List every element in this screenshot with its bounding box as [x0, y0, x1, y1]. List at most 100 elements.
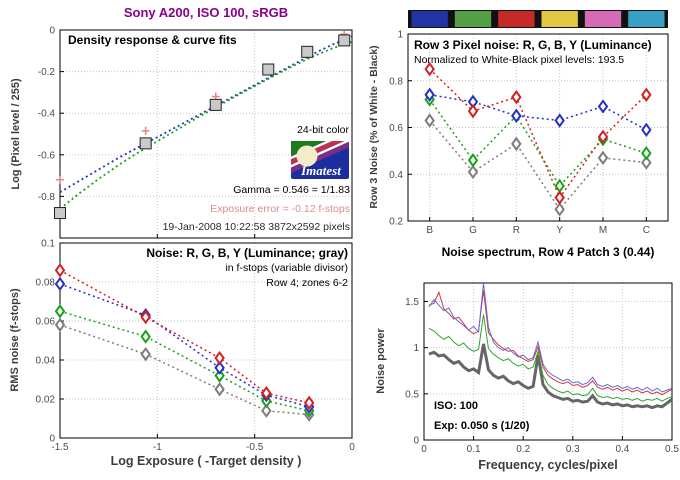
- row3-panel-subtitle: Normalized to White-Black pixel levels: …: [414, 54, 625, 66]
- x-tick-label: -1: [153, 442, 162, 453]
- diamond-marker: [214, 368, 225, 383]
- x-tick-label: G: [469, 225, 477, 236]
- series-blue: [428, 282, 673, 393]
- plot-border: [423, 282, 673, 441]
- y-tick-label: 0.1: [41, 239, 55, 250]
- x-tick-label: C: [643, 225, 650, 236]
- x-tick-label: -0.5: [246, 442, 264, 453]
- series-R: [59, 269, 310, 404]
- plus-marker: [56, 175, 64, 184]
- diamond-marker: [641, 87, 652, 102]
- diamond-marker: [214, 382, 225, 397]
- density-response-chart: 0 -0.2 -0.4 -0.6 -0.8: [38, 26, 353, 239]
- rms-panel-subtitle-1: in f-stops (variable divisor): [225, 262, 348, 274]
- series-red: [428, 290, 673, 396]
- diamond-marker: [424, 113, 435, 128]
- rms-y-axis-label: RMS noise (f-stops): [9, 288, 21, 392]
- square-marker: [262, 63, 275, 76]
- x-tick-label: R: [513, 225, 520, 236]
- diamond-marker: [54, 263, 66, 278]
- rms-panel-subtitle-2: Row 4; zones 6-2: [266, 277, 348, 289]
- figure-title: Sony A200, ISO 100, sRGB: [123, 5, 289, 20]
- y-tick-label: -0.6: [38, 150, 56, 161]
- iso-readout: ISO: 100: [434, 400, 479, 412]
- diamond-marker: [424, 87, 435, 102]
- diamond-marker: [554, 202, 565, 217]
- x-tick-label: B: [426, 225, 433, 236]
- y-tick-label: 0.8: [389, 76, 403, 87]
- diamond-marker: [467, 103, 479, 119]
- row3-pixel-noise-chart: B G R Y M C 0.2 0.4 0.6 0.8 1: [389, 30, 669, 236]
- patch-colorbar: [408, 10, 668, 28]
- y-tick-label: 0: [49, 434, 55, 445]
- x-tick-label: 0.4: [615, 444, 629, 455]
- diamond-marker: [597, 99, 609, 114]
- diamond-marker: [261, 403, 272, 418]
- y-tick-label: 0.04: [36, 356, 56, 367]
- series-gray-luminance: [428, 343, 673, 410]
- square-marker: [209, 98, 222, 111]
- rms-panel-title: Noise: R, G, B, Y (Luminance; gray): [146, 246, 348, 260]
- y-tick-label: 1: [413, 343, 419, 354]
- y-tick-label: -0.8: [38, 192, 56, 203]
- exposure-error-readout: Exposure error = -0.12 f-stops: [210, 203, 350, 215]
- spectrum-panel-title: Noise spectrum, Row 4 Patch 3 (0.44): [441, 245, 655, 259]
- diamond-marker: [597, 150, 609, 166]
- diamond-marker: [511, 136, 522, 152]
- density-y-axis-label: Log (Pixel level / 255): [10, 78, 22, 190]
- diamond-marker: [303, 395, 315, 411]
- colorbar-patch: [584, 11, 622, 27]
- gamma-readout: Gamma = 0.546 = 1/1.83: [233, 184, 350, 196]
- spectrum-y-axis-label: Noise power: [375, 328, 387, 394]
- diamond-marker: [54, 317, 66, 333]
- x-tick-label: Y: [556, 225, 563, 236]
- y-tick-label: 0.06: [36, 317, 56, 328]
- plot-border: [407, 33, 669, 222]
- y-tick-label: -0.2: [38, 67, 56, 78]
- y-tick-label: 0.02: [36, 395, 56, 406]
- diamond-marker: [641, 146, 652, 161]
- diamond-marker: [261, 385, 272, 401]
- diamond-marker: [641, 122, 652, 138]
- diamond-marker: [467, 153, 479, 168]
- exposure-time-readout: Exp: 0.050 s (1/20): [434, 420, 530, 432]
- diamond-marker: [140, 329, 151, 344]
- series-Y-luminance: [429, 120, 647, 211]
- density-panel-title: Density response & curve fits: [68, 33, 237, 47]
- square-marker: [301, 45, 314, 58]
- logo-moon-icon: [296, 145, 318, 167]
- colorbar-patch: [498, 11, 535, 27]
- row3-panel-title: Row 3 Pixel noise: R, G, B, Y (Luminance…: [414, 38, 652, 52]
- diamond-marker: [140, 346, 151, 362]
- plot-area: [60, 30, 352, 238]
- imatest-logo: Imatest: [291, 141, 349, 179]
- x-tick-label: 0.5: [665, 444, 679, 455]
- x-tick-label: -1.5: [51, 442, 69, 453]
- spectrum-x-axis-label: Frequency, cycles/pixel: [478, 458, 618, 472]
- diamond-marker: [424, 61, 435, 77]
- diamond-marker: [214, 350, 225, 366]
- series-R: [429, 68, 647, 200]
- plot-area: [424, 283, 672, 440]
- row3-y-axis-label: Row 3 Noise (% of White - Black): [368, 45, 380, 209]
- diamond-marker: [467, 164, 479, 180]
- square-marker: [338, 34, 351, 47]
- square-marker: [54, 207, 66, 220]
- plot-area: [60, 243, 352, 438]
- diamond-marker: [641, 155, 652, 170]
- x-tick-label: 0.3: [566, 444, 580, 455]
- capture-info: 19-Jan-2008 10:22:58 3872x2592 pixels: [162, 221, 350, 233]
- diamond-marker: [597, 129, 609, 145]
- plot-border: [59, 242, 353, 439]
- y-tick-label: 0.2: [389, 217, 403, 228]
- plus-marker: [141, 126, 150, 135]
- y-tick-label: 1: [397, 30, 403, 41]
- colorbar-patch: [541, 11, 578, 27]
- plot-border: [59, 29, 353, 239]
- diamond-marker: [54, 276, 66, 292]
- x-tick-label: 0: [421, 444, 427, 455]
- diamond-marker: [554, 190, 565, 205]
- diamond-marker: [511, 108, 522, 124]
